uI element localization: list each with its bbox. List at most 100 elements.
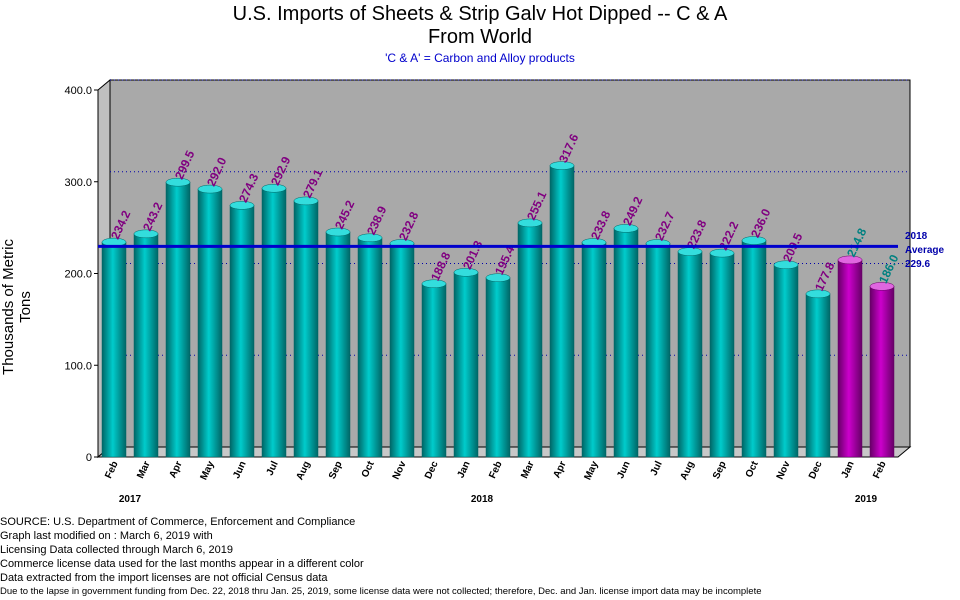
bar	[741, 236, 767, 458]
average-label-line: Average	[905, 245, 945, 256]
bar	[709, 248, 735, 458]
bar-body	[837, 259, 863, 458]
average-label: 2018 Average 229.6	[905, 230, 944, 272]
bar	[549, 161, 575, 458]
x-tick-label: Oct	[360, 459, 377, 479]
bar-body	[773, 264, 799, 458]
x-tick-label: Sep	[327, 460, 345, 481]
bar	[517, 218, 543, 458]
x-tick-label: Sep	[711, 460, 729, 481]
bar	[613, 224, 639, 458]
bar	[837, 255, 863, 458]
bar	[101, 237, 127, 458]
bar-cap	[229, 201, 255, 210]
x-tick-label: Jun	[615, 460, 632, 481]
x-tick-label: Aug	[295, 460, 313, 482]
bar-body	[357, 237, 383, 458]
x-tick-label: Feb	[103, 460, 120, 481]
bar	[677, 247, 703, 458]
footer-license-color-note: Commerce license data used for the last …	[0, 558, 364, 570]
bar	[581, 238, 607, 458]
bar-cap	[517, 218, 543, 228]
x-tick-label: Feb	[871, 460, 888, 481]
bar-cap	[805, 289, 831, 299]
bar-body	[709, 252, 735, 458]
bar-cap	[613, 224, 639, 233]
bar-cap	[421, 279, 447, 289]
bar	[869, 282, 895, 458]
average-label-line: 229.6	[905, 259, 931, 270]
x-tick-label: Aug	[679, 460, 697, 482]
chart-subtitle: 'C & A' = Carbon and Alloy products	[385, 51, 575, 65]
bar-body	[805, 293, 831, 458]
x-tick-label: Nov	[775, 459, 793, 481]
x-tick-label: Jan	[839, 460, 856, 480]
y-tick-label: 100.0	[64, 360, 92, 372]
x-tick-label: Apr	[551, 460, 568, 480]
bar-body	[229, 205, 255, 458]
bar-cap	[773, 260, 799, 270]
footer-census-note: Data extracted from the import licenses …	[0, 572, 328, 584]
bar-body	[133, 233, 159, 458]
bar-cap	[837, 255, 863, 265]
bar-cap	[165, 177, 191, 187]
y-tick-label: 400.0	[64, 85, 92, 97]
x-tick-label: May	[199, 459, 217, 482]
bar	[293, 196, 319, 458]
x-tick-label: Feb	[487, 460, 504, 481]
x-tick-label: Nov	[391, 459, 409, 481]
bar-body	[645, 243, 671, 458]
bar	[773, 260, 799, 458]
bar	[805, 289, 831, 458]
year-label: 2018	[471, 494, 494, 505]
bar-body	[869, 286, 895, 458]
average-label-line: 2018	[905, 231, 928, 242]
chart-title: U.S. Imports of Sheets & Strip Galv Hot …	[232, 3, 728, 25]
x-tick-label: Jul	[649, 459, 665, 477]
bar	[165, 177, 191, 458]
x-tick-label: Apr	[167, 460, 184, 480]
x-tick-label: Dec	[423, 459, 441, 481]
bar-body	[293, 200, 319, 458]
bar	[421, 279, 447, 458]
footer-modified: Graph last modified on : March 6, 2019 w…	[0, 530, 213, 542]
bar-body	[261, 188, 287, 458]
bar	[485, 273, 511, 458]
bar-cap	[709, 248, 735, 258]
bar	[325, 227, 351, 458]
bar-body	[549, 165, 575, 458]
x-tick-label: Dec	[807, 459, 825, 481]
bar-cap	[325, 227, 351, 237]
bar-cap	[261, 184, 287, 193]
x-tick-label: Jul	[265, 459, 281, 477]
bar	[357, 233, 383, 458]
bar-body	[741, 240, 767, 458]
footer-funding-note: Due to the lapse in government funding f…	[0, 586, 762, 597]
x-tick-label: Jan	[455, 460, 472, 480]
bar	[229, 201, 255, 458]
bar	[389, 239, 415, 458]
bar	[453, 268, 479, 458]
y-tick-label: 0	[86, 452, 92, 464]
bar-cap	[197, 184, 223, 194]
bar-body	[197, 188, 223, 458]
bar-body	[101, 241, 127, 458]
bar	[261, 184, 287, 458]
bar	[645, 239, 671, 458]
bar-cap	[741, 236, 767, 245]
bar-cap	[485, 273, 511, 282]
bar-cap	[293, 196, 319, 206]
bar-body	[325, 231, 351, 458]
bar-body	[421, 283, 447, 458]
bar-cap	[549, 161, 575, 170]
bar	[197, 184, 223, 458]
x-tick-label: Mar	[135, 460, 153, 481]
footer-licensing: Licensing Data collected through March 6…	[0, 544, 233, 556]
bar-cap	[869, 282, 895, 291]
footer-source: SOURCE: U.S. Department of Commerce, Enf…	[0, 516, 356, 528]
bar-cap	[133, 229, 159, 239]
chart-title-line2: From World	[427, 26, 533, 48]
x-tick-label: Oct	[744, 459, 761, 479]
bar-body	[453, 272, 479, 458]
